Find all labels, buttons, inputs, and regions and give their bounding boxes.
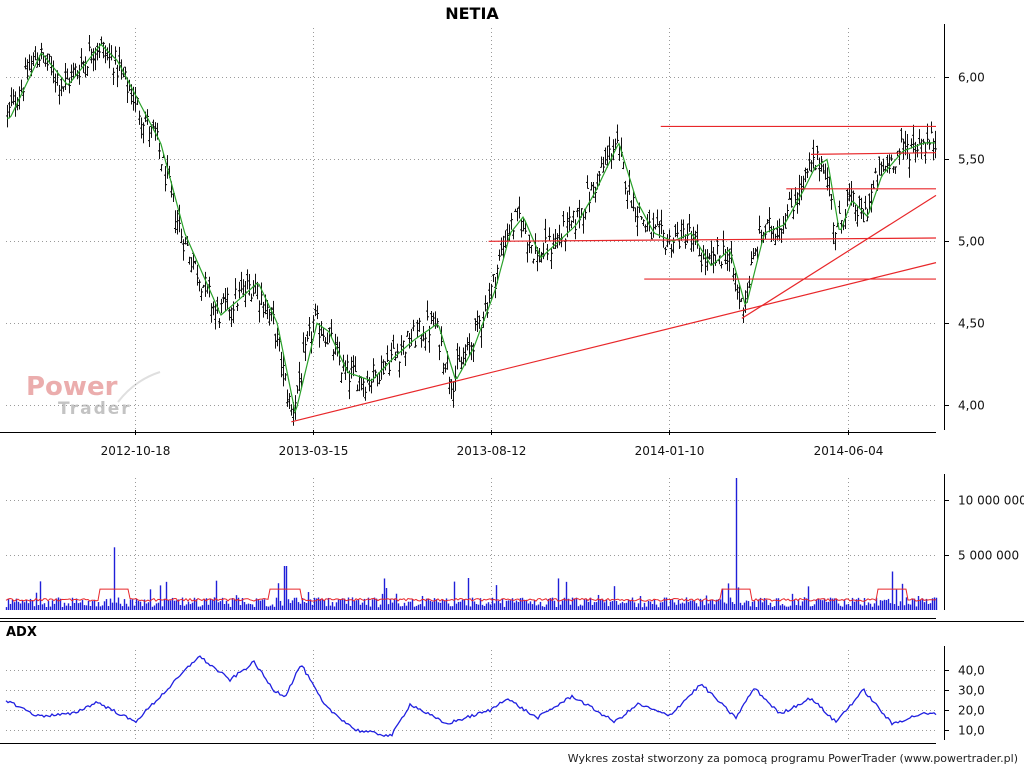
y-tick-label: 40,0 — [958, 664, 985, 678]
x-tick-label: 2014-06-04 — [814, 444, 884, 458]
trend-line — [488, 237, 937, 242]
moving-average-line — [7, 43, 935, 414]
y-tick-label: 10,0 — [958, 724, 985, 738]
y-tick-label: 5 000 000 — [958, 549, 1019, 563]
y-tick-label: 5,50 — [958, 153, 985, 167]
y-tick-label: 10 000 000 — [958, 494, 1024, 508]
y-tick-label: 5,00 — [958, 235, 985, 249]
trend-line — [741, 194, 937, 319]
volume-layer — [5, 478, 938, 610]
svg-text:Power: Power — [26, 372, 118, 402]
footer-credit: Wykres został stworzony za pomocą progra… — [568, 752, 1018, 765]
adx-line — [5, 655, 937, 738]
trend-line — [291, 262, 937, 423]
svg-text:Trader: Trader — [58, 399, 132, 419]
grid-layer — [6, 28, 936, 740]
adx-panel-title: ADX — [6, 625, 37, 640]
y-tick-label: 30,0 — [958, 684, 985, 698]
y-tick-label: 4,00 — [958, 399, 985, 413]
chart-title: NETIA — [445, 4, 499, 23]
x-tick-label: 2013-08-12 — [457, 444, 527, 458]
x-tick-label: 2013-03-15 — [279, 444, 349, 458]
trend-line — [810, 152, 937, 155]
watermark: Power Trader — [26, 371, 161, 419]
adx-layer — [5, 655, 937, 738]
label-layer: 2012-10-18 2013-03-15 2013-08-12 2014-01-10… — [101, 71, 1024, 738]
x-tick-label: 2014-01-10 — [635, 444, 705, 458]
trend-layer — [291, 125, 937, 423]
y-tick-label: 20,0 — [958, 704, 985, 718]
y-tick-label: 4,50 — [958, 317, 985, 331]
price-layer — [6, 34, 937, 426]
volume-average-line — [5, 588, 937, 602]
axes-layer — [0, 24, 1024, 744]
y-tick-label: 6,00 — [958, 71, 985, 85]
x-tick-label: 2012-10-18 — [101, 444, 171, 458]
